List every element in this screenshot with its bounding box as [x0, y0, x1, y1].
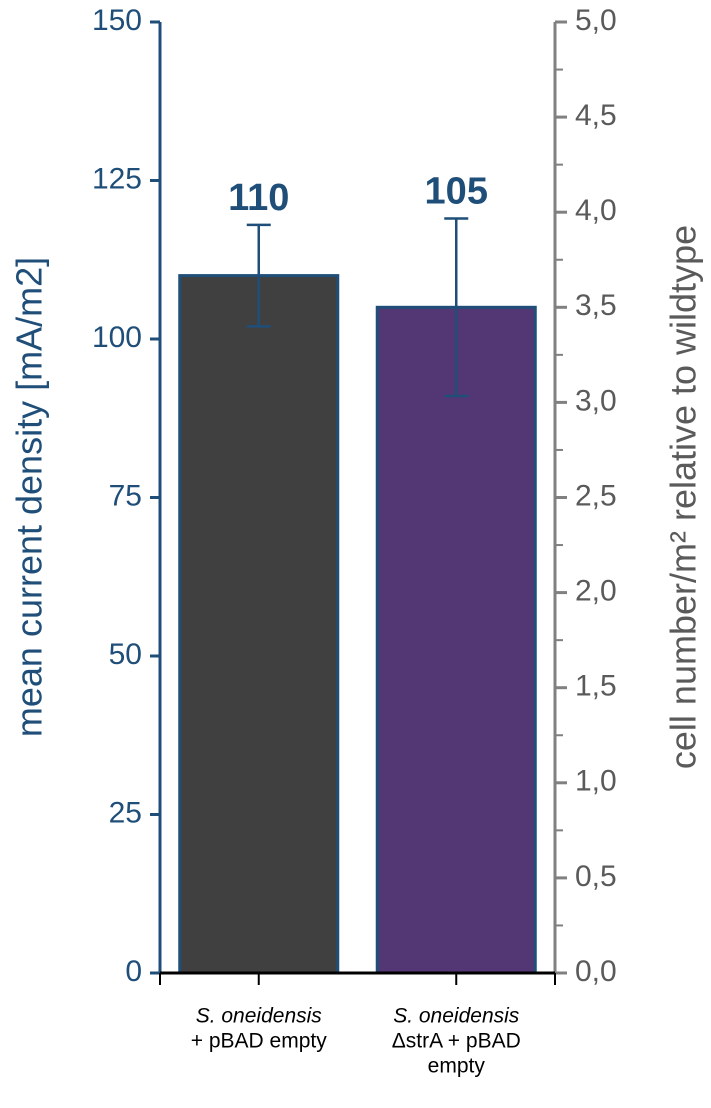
y2-tick-label: 1,5 — [575, 670, 617, 703]
y2-tick-label: 0,5 — [575, 860, 617, 893]
y-tick-label: 150 — [92, 4, 142, 37]
x-tick-label: S. oneidensis — [393, 1005, 520, 1028]
x-tick-label: ΔstrA + pBAD — [392, 1030, 521, 1053]
value-label: 110 — [228, 177, 289, 219]
y2-tick-label: 5,0 — [575, 4, 617, 37]
y-tick-label: 125 — [92, 162, 142, 195]
y2-tick-label: 2,5 — [575, 479, 617, 512]
y2-tick-label: 2,0 — [575, 575, 617, 608]
x-tick-label: empty — [428, 1055, 486, 1078]
y2-tick-label: 1,0 — [575, 765, 617, 798]
y-tick-label: 75 — [109, 479, 142, 512]
x-tick-label: S. oneidensis — [196, 1005, 323, 1028]
y2-tick-label: 3,0 — [575, 384, 617, 417]
y2-tick-label: 3,5 — [575, 289, 617, 322]
y-tick-label: 100 — [92, 321, 142, 354]
y2-axis-label: cell number/m² relative to wildtype — [663, 225, 704, 769]
x-tick-label: + pBAD empty — [191, 1030, 327, 1053]
bar — [375, 305, 537, 975]
y2-tick-label: 4,0 — [575, 194, 617, 227]
y2-tick-label: 4,5 — [575, 99, 617, 132]
y-tick-label: 50 — [109, 638, 142, 671]
y2-tick-label: 0,0 — [575, 955, 617, 988]
y-tick-label: 25 — [109, 796, 142, 829]
y-tick-label: 0 — [125, 955, 142, 988]
bar — [178, 274, 340, 975]
value-label: 105 — [425, 171, 488, 213]
y-axis-label: mean current density [mA/m2] — [9, 257, 50, 737]
